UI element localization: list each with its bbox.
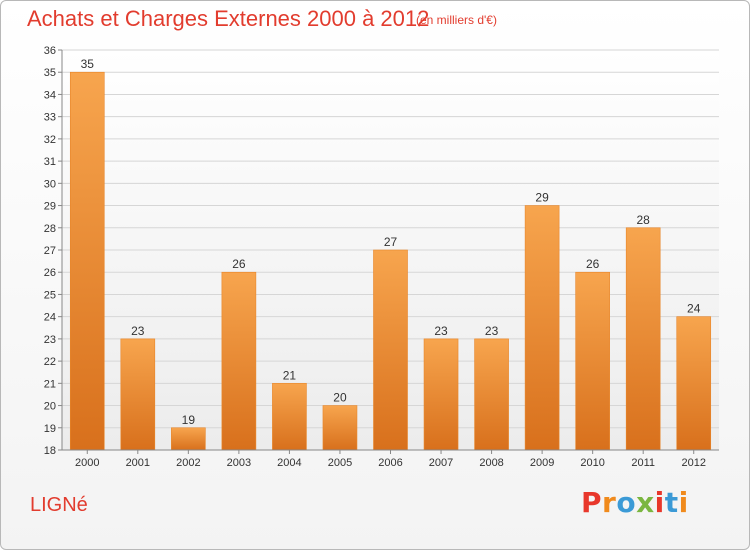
x-tick-label: 2003: [227, 457, 251, 469]
bar: [575, 271, 610, 451]
x-tick-label: 2001: [126, 457, 150, 469]
proxiti-logo[interactable]: Proxiti: [581, 486, 689, 519]
x-tick-label: 2002: [176, 457, 200, 469]
chart-subtitle: (en milliers d'€): [416, 13, 497, 27]
bar-value-label: 35: [81, 57, 95, 71]
bar: [373, 249, 408, 451]
y-tick-label: 36: [44, 45, 56, 57]
x-tick-label: 2008: [479, 457, 503, 469]
chart-title: Achats et Charges Externes 2000 à 2012: [27, 6, 430, 31]
bar: [69, 71, 105, 451]
x-tick-label: 2004: [277, 457, 301, 469]
bar-value-label: 23: [434, 324, 448, 338]
bar: [524, 205, 560, 451]
y-tick-label: 24: [44, 312, 56, 324]
logo-letter: i: [654, 486, 665, 519]
x-tick-label: 2000: [75, 457, 99, 469]
logo-letter: i: [678, 486, 689, 519]
commune-name: LIGNé: [30, 494, 88, 516]
y-tick-label: 35: [44, 67, 56, 79]
bar-value-label: 21: [283, 368, 297, 382]
x-tick-label: 2006: [378, 457, 402, 469]
logo-letter: o: [616, 486, 637, 519]
bar-value-label: 20: [333, 391, 347, 405]
logo-letter: x: [636, 486, 655, 519]
y-tick-label: 25: [44, 289, 56, 301]
logo-letter: r: [602, 486, 617, 519]
x-tick-label: 2012: [681, 457, 705, 469]
bar: [474, 338, 509, 451]
x-tick-label: 2011: [631, 457, 655, 469]
y-tick-label: 18: [44, 445, 56, 457]
bar: [272, 383, 307, 451]
y-tick-label: 21: [44, 378, 56, 390]
bar: [120, 338, 156, 451]
bar-value-label: 23: [485, 324, 499, 338]
y-tick-label: 32: [44, 134, 56, 146]
bar-value-label: 28: [637, 213, 651, 227]
y-tick-label: 26: [44, 267, 56, 279]
y-tick-label: 23: [44, 334, 56, 346]
y-tick-label: 22: [44, 356, 56, 368]
x-tick-label: 2007: [429, 457, 453, 469]
y-tick-label: 29: [44, 201, 56, 213]
y-tick-label: 33: [44, 112, 56, 124]
y-tick-label: 31: [44, 156, 56, 168]
bar: [322, 405, 358, 451]
x-tick-label: 2010: [580, 457, 604, 469]
bar-value-label: 26: [232, 257, 246, 271]
bar-value-label: 26: [586, 257, 600, 271]
bar-value-label: 23: [131, 324, 145, 338]
x-tick-label: 2009: [530, 457, 554, 469]
bar-value-label: 29: [535, 191, 549, 205]
bar-value-label: 19: [182, 413, 196, 427]
bar: [221, 271, 257, 451]
bar: [625, 227, 661, 451]
y-tick-label: 20: [44, 401, 56, 413]
y-tick-label: 28: [44, 223, 56, 235]
bar: [676, 316, 712, 451]
y-tick-label: 34: [44, 89, 56, 101]
bar: [423, 338, 459, 451]
y-tick-label: 30: [44, 178, 56, 190]
bar-value-label: 27: [384, 235, 398, 249]
y-tick-label: 27: [44, 245, 56, 257]
y-tick-label: 19: [44, 423, 56, 435]
x-tick-label: 2005: [328, 457, 352, 469]
logo-letter: t: [664, 486, 679, 519]
bar: [171, 427, 206, 451]
logo-letter: P: [581, 486, 603, 519]
bar-value-label: 24: [687, 302, 701, 316]
